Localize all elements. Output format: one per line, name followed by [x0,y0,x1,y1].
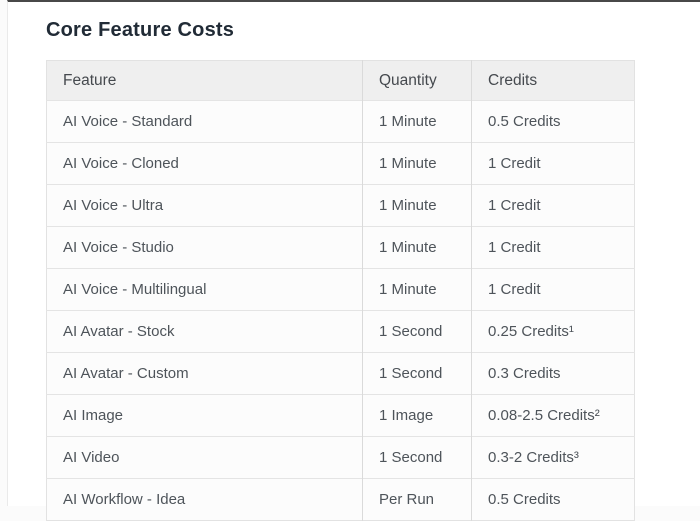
feature-cell: AI Video [46,436,363,479]
table-row: AI Workflow - Idea Per Run 0.5 Credits [46,478,635,521]
table-row: AI Voice - Studio 1 Minute 1 Credit [46,226,635,269]
page-title: Core Feature Costs [46,19,235,41]
feature-cell: AI Workflow - Idea [46,478,363,521]
feature-cell: AI Image [46,394,363,437]
table-row: AI Voice - Multilingual 1 Minute 1 Credit [46,268,635,311]
feature-cell: AI Voice - Standard [46,100,363,143]
feature-cell: AI Voice - Cloned [46,142,363,185]
table-row: AI Voice - Ultra 1 Minute 1 Credit [46,184,635,227]
credits-cell: 0.5 Credits [471,100,635,143]
table-row: AI Avatar - Custom 1 Second 0.3 Credits [46,352,635,395]
credits-cell: 0.3 Credits [471,352,635,395]
credits-cell: 0.08-2.5 Credits² [471,394,635,437]
table-row: AI Video 1 Second 0.3-2 Credits³ [46,436,635,479]
quantity-cell: 1 Second [362,436,472,479]
quantity-cell: 1 Minute [362,100,472,143]
feature-cell: AI Avatar - Custom [46,352,363,395]
content-panel: Core Feature Costs Feature Quantity Cred… [7,0,700,521]
quantity-cell: 1 Second [362,310,472,353]
column-header-credits: Credits [471,60,635,101]
table-row: AI Image 1 Image 0.08-2.5 Credits² [46,394,635,437]
credits-cell: 1 Credit [471,142,635,185]
feature-cell: AI Voice - Multilingual [46,268,363,311]
feature-cell: AI Avatar - Stock [46,310,363,353]
table-row: AI Voice - Standard 1 Minute 0.5 Credits [46,100,635,143]
quantity-cell: Per Run [362,478,472,521]
quantity-cell: 1 Minute [362,142,472,185]
feature-cell: AI Voice - Ultra [46,184,363,227]
quantity-cell: 1 Second [362,352,472,395]
credits-cell: 1 Credit [471,268,635,311]
core-feature-costs-table: Feature Quantity Credits AI Voice - Stan… [46,60,635,521]
feature-cell: AI Voice - Studio [46,226,363,269]
credits-cell: 1 Credit [471,184,635,227]
table-header: Feature Quantity Credits [46,60,635,101]
quantity-cell: 1 Minute [362,184,472,227]
quantity-cell: 1 Minute [362,268,472,311]
quantity-cell: 1 Minute [362,226,472,269]
table-header-row: Feature Quantity Credits [46,60,635,101]
table-row: AI Avatar - Stock 1 Second 0.25 Credits¹ [46,310,635,353]
credits-cell: 1 Credit [471,226,635,269]
quantity-cell: 1 Image [362,394,472,437]
table-row: AI Voice - Cloned 1 Minute 1 Credit [46,142,635,185]
column-header-feature: Feature [46,60,363,101]
credits-cell: 0.25 Credits¹ [471,310,635,353]
table-body: AI Voice - Standard 1 Minute 0.5 Credits AI… [46,100,635,521]
column-header-quantity: Quantity [362,60,472,101]
credits-cell: 0.5 Credits [471,478,635,521]
credits-cell: 0.3-2 Credits³ [471,436,635,479]
